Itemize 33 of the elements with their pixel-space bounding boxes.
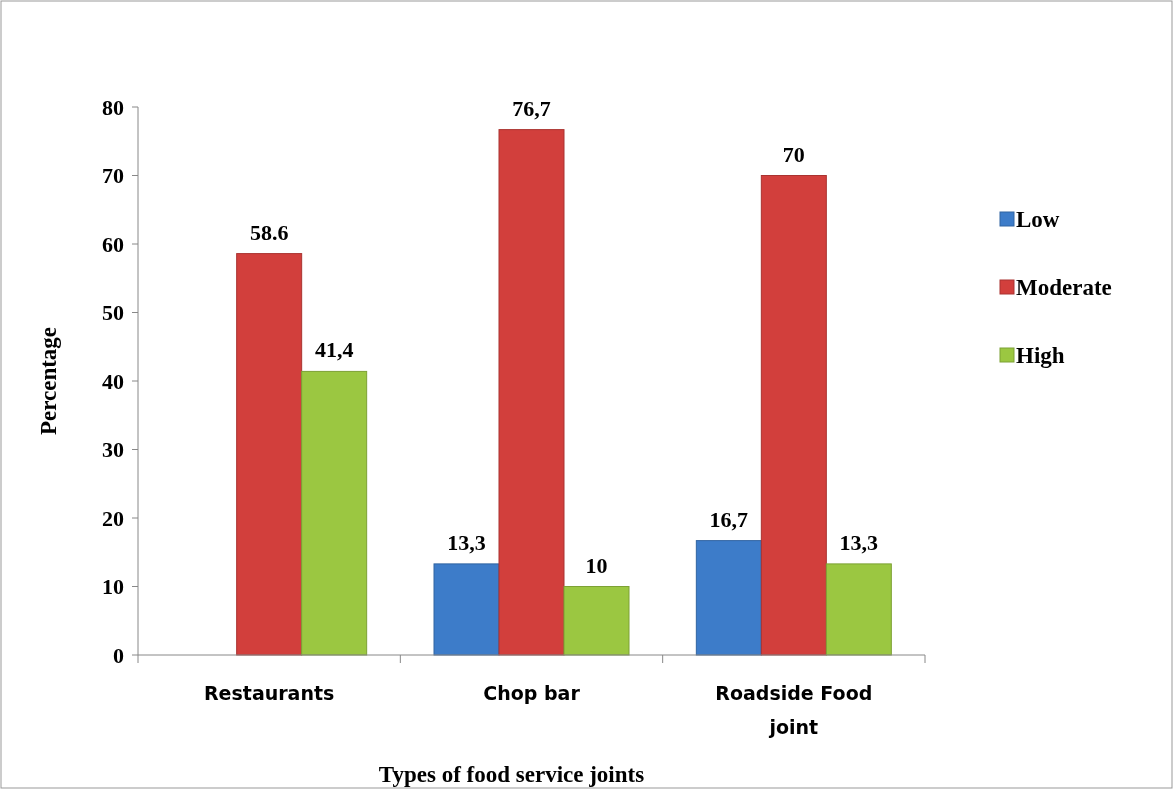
bar: [825, 563, 892, 656]
bar: [301, 370, 368, 656]
y-axis-title: Percentage: [36, 326, 61, 436]
bar: [695, 540, 762, 656]
y-tick-label: 30: [102, 437, 124, 463]
bar: [433, 563, 500, 656]
x-tick-label: Roadside Food joint: [715, 682, 873, 738]
legend-label: Low: [1016, 207, 1060, 233]
legend-label: Moderate: [1016, 275, 1112, 301]
data-label: 10: [585, 552, 608, 578]
y-tick-label: 60: [102, 231, 124, 257]
x-tick-label: Chop bar: [483, 682, 581, 704]
bar: [563, 586, 630, 656]
y-tick-label: 10: [102, 574, 124, 600]
data-label: 13,3: [447, 529, 486, 555]
data-label: 58.6: [249, 219, 289, 245]
x-tick-label: Restaurants: [203, 682, 335, 704]
y-tick-label: 40: [102, 368, 124, 394]
legend-label: High: [1016, 343, 1065, 369]
data-label: 16,7: [709, 506, 749, 532]
bar: [498, 129, 565, 656]
y-tick-label: 50: [102, 300, 124, 326]
data-label: 41,4: [314, 337, 354, 363]
y-tick-label: 80: [102, 94, 124, 120]
bar: [236, 253, 303, 656]
y-tick-label: 70: [102, 163, 124, 189]
y-tick-label: 0: [113, 642, 124, 668]
data-label: 13,3: [839, 529, 879, 555]
x-axis-title: Types of food service joints: [378, 762, 645, 787]
bar: [760, 175, 827, 656]
data-label: 70: [782, 141, 805, 167]
y-tick-label: 20: [102, 505, 124, 531]
data-label: 76,7: [512, 95, 551, 121]
